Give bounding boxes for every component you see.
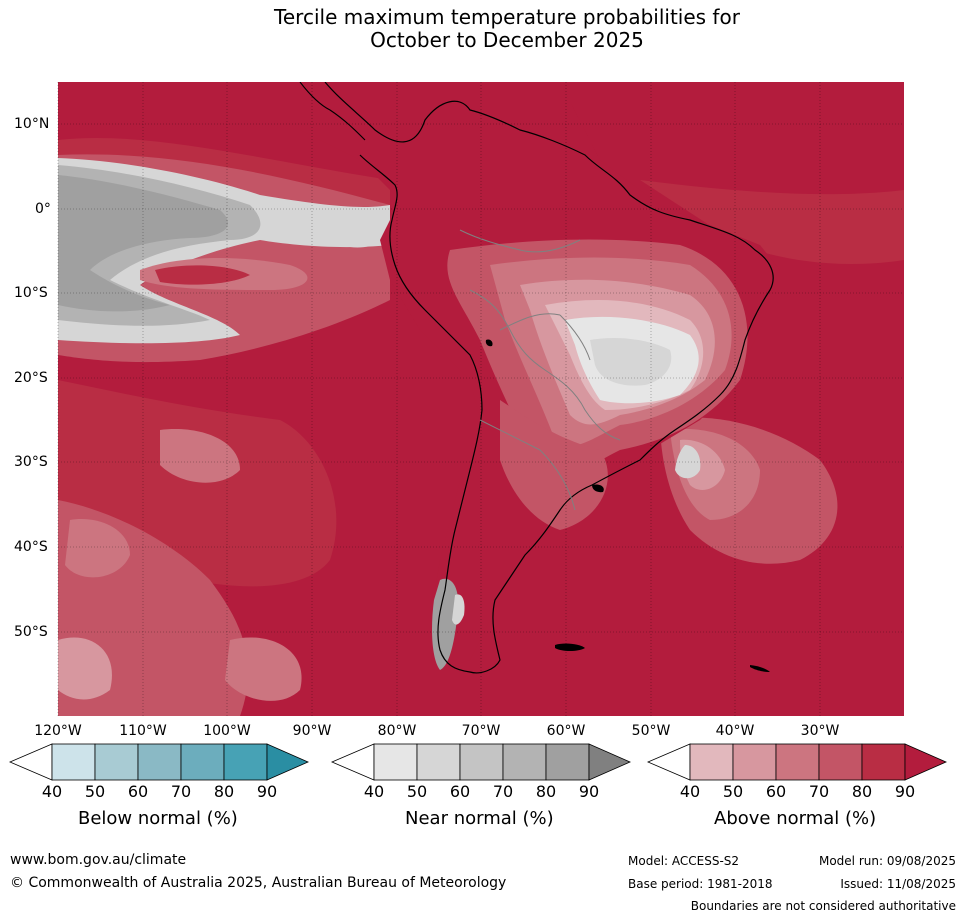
lon-label-120w: 120°W (34, 723, 82, 739)
atlantic-near-normal-patch (675, 445, 701, 479)
country-borders (459, 229, 621, 511)
lon-label-100w: 100°W (203, 723, 251, 739)
above-normal-label: Above normal (%) (714, 808, 877, 829)
colorbar-bin-2 (732, 743, 777, 781)
lat-label-10n: 10°N (14, 116, 50, 132)
ocean-pink-patch-3 (160, 429, 240, 483)
copyright-text: © Commonwealth of Australia 2025, Austra… (10, 875, 507, 891)
lat-label-10s: 10°S (14, 285, 48, 301)
near-tick-50: 50 (406, 782, 428, 801)
above-tick-40: 40 (679, 782, 701, 801)
colorbar-bin-1 (373, 743, 418, 781)
colorbar-extend-high (588, 743, 631, 781)
below-normal-label: Below normal (%) (78, 808, 238, 829)
patagonia-near-normal-light (452, 594, 465, 625)
lon-label-80w: 80°W (377, 723, 417, 739)
lon-label-60w: 60°W (546, 723, 586, 739)
colorbar-bin-4 (180, 743, 225, 781)
colorbar-bin-5 (223, 743, 268, 781)
above-tick-60: 60 (765, 782, 787, 801)
colorbar-bin-2 (94, 743, 139, 781)
lat-label-20s: 20°S (14, 370, 48, 386)
map-gridlines (57, 82, 904, 716)
eq-above-tongue-core (155, 265, 250, 285)
eq-near-normal-dark (58, 175, 229, 312)
colorbar-bin-3 (459, 743, 504, 781)
above-normal-colorbar (646, 743, 947, 781)
colorbar-extend-high (266, 743, 309, 781)
colorbar-bin-3 (775, 743, 820, 781)
colorbar-extend-low (330, 743, 375, 781)
lon-label-90w: 90°W (292, 723, 332, 739)
near-tick-40: 40 (363, 782, 385, 801)
colorbar-bin-2 (416, 743, 461, 781)
land-near-normal-mid (590, 338, 672, 386)
lat-label-0: 0° (35, 201, 51, 217)
lon-label-70w: 70°W (461, 723, 501, 739)
below-tick-70: 70 (170, 782, 192, 801)
above-tick-50: 50 (722, 782, 744, 801)
colorbar-extend-high (904, 743, 947, 781)
near-tick-70: 70 (492, 782, 514, 801)
issued-text: Issued: 11/08/2025 (840, 877, 956, 891)
colorbar-extend-low (8, 743, 53, 781)
colorbar-bin-1 (51, 743, 96, 781)
lat-label-50s: 50°S (14, 624, 48, 640)
lon-label-40w: 40°W (715, 723, 755, 739)
boundaries-disclaimer: Boundaries are not considered authoritat… (690, 899, 956, 913)
rio-de-la-plata (592, 484, 604, 493)
lat-label-40s: 40°S (14, 539, 48, 555)
website-link[interactable]: www.bom.gov.au/climate (10, 852, 187, 868)
colorbar-bin-5 (545, 743, 590, 781)
below-tick-90: 90 (256, 782, 278, 801)
ocean-pink-patch-4 (225, 637, 302, 701)
colorbar-bin-4 (818, 743, 863, 781)
lat-label-30s: 30°S (14, 454, 48, 470)
lon-label-110w: 110°W (119, 723, 167, 739)
base-period-text: Base period: 1981-2018 (628, 877, 773, 891)
lon-label-30w: 30°W (800, 723, 840, 739)
model-run-text: Model run: 09/08/2025 (818, 854, 956, 868)
central-america-coastline (299, 82, 366, 141)
probability-map (57, 82, 904, 716)
colorbar-bin-1 (689, 743, 734, 781)
colorbar-bin-5 (861, 743, 906, 781)
above-tick-90: 90 (894, 782, 916, 801)
lon-label-50w: 50°W (631, 723, 671, 739)
near-tick-80: 80 (535, 782, 557, 801)
colorbar-bin-3 (137, 743, 182, 781)
below-tick-40: 40 (41, 782, 63, 801)
below-tick-60: 60 (127, 782, 149, 801)
eq-near-normal-patch-east (330, 223, 385, 248)
falkland-islands (555, 643, 585, 651)
below-normal-colorbar (8, 743, 309, 781)
patagonia-near-normal (432, 578, 459, 670)
ocean-pink-patch-2 (58, 637, 112, 700)
near-normal-label: Near normal (%) (405, 808, 554, 829)
above-tick-80: 80 (851, 782, 873, 801)
lake-titicaca (485, 339, 493, 347)
south-georgia (750, 665, 770, 672)
ocean-pink-patch-1 (65, 519, 130, 578)
atlantic-band-above-80 (640, 180, 904, 265)
below-tick-50: 50 (84, 782, 106, 801)
near-tick-90: 90 (578, 782, 600, 801)
model-text: Model: ACCESS-S2 (628, 854, 740, 868)
map-title-line-2: October to December 2025 (370, 28, 644, 52)
near-normal-colorbar (330, 743, 631, 781)
colorbar-bin-4 (502, 743, 547, 781)
south-america-coastline (324, 82, 774, 674)
land-above-70-south (500, 400, 608, 530)
map-title-line-1: Tercile maximum temperature probabilitie… (274, 5, 740, 29)
above-tick-70: 70 (808, 782, 830, 801)
near-tick-60: 60 (449, 782, 471, 801)
below-tick-80: 80 (213, 782, 235, 801)
colorbar-extend-low (646, 743, 691, 781)
